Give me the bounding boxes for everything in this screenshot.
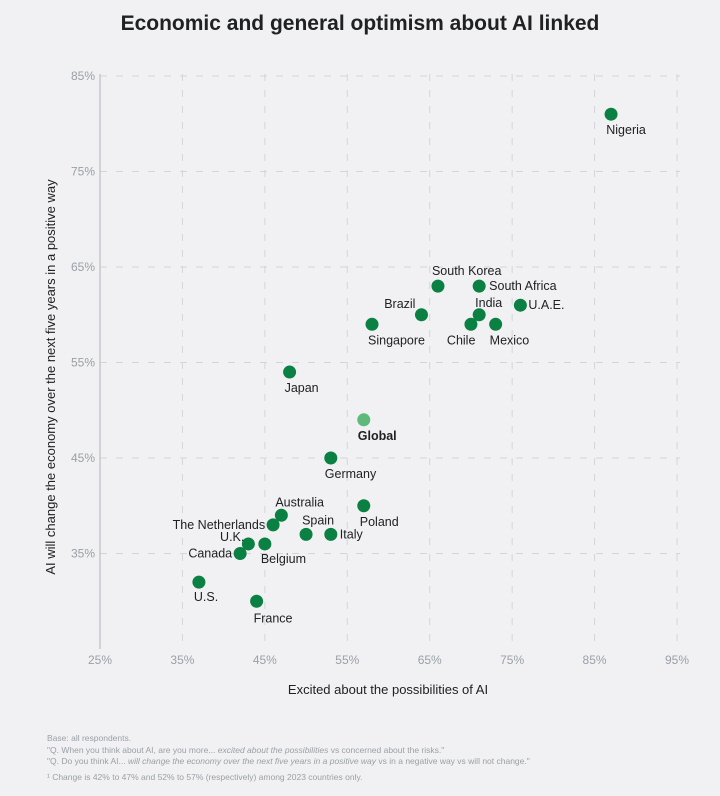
x-axis-label: Excited about the possibilities of AI [288, 682, 488, 697]
data-point: South Korea [431, 264, 501, 293]
x-tick-label: 75% [500, 653, 524, 667]
change-footnote: ¹ Change is 42% to 47% and 52% to 57% (r… [47, 771, 363, 782]
point-marker [357, 499, 371, 513]
point-marker [604, 107, 618, 121]
point-label: The Netherlands [173, 518, 265, 532]
footnotes: Base: all respondents. "Q. When you thin… [47, 733, 530, 783]
q1-prefix: "Q. When you think about AI, are you mor… [47, 744, 218, 755]
x-tick-label: 95% [665, 653, 689, 667]
point-marker [258, 537, 272, 551]
point-label: Japan [285, 381, 319, 395]
point-label: Spain [302, 513, 334, 527]
scatter-chart: 25% 35% 45% 55% 65% 75% 85% 95% 85% 75% 65% 55% 45% 3… [43, 69, 689, 697]
point-label: Italy [340, 527, 364, 541]
point-marker [266, 518, 280, 532]
point-label: U.A.E. [528, 298, 564, 312]
data-point: France [250, 594, 293, 625]
point-label: India [475, 296, 502, 310]
q2-suffix: vs in a negative way vs will not change.… [376, 756, 530, 766]
point-label: Poland [360, 515, 399, 529]
data-point: U.K. [220, 530, 255, 551]
point-marker [192, 575, 206, 589]
y-tick-label: 35% [71, 547, 95, 561]
point-marker [414, 308, 428, 322]
q2-italic: will change the economy over the next fi… [127, 756, 377, 766]
y-tick-label: 45% [71, 451, 95, 465]
point-label: France [254, 611, 293, 625]
point-marker [472, 308, 486, 322]
point-label: U.K. [220, 530, 244, 544]
question-1: "Q. When you think about AI, are you mor… [47, 745, 530, 757]
question-2: "Q. Do you think AI... will change the e… [47, 756, 530, 768]
point-marker [324, 527, 338, 541]
point-marker [324, 451, 338, 465]
data-point: Italy [324, 527, 363, 541]
point-label: Singapore [368, 333, 425, 347]
data-point: U.S. [192, 575, 218, 604]
data-point: Belgium [258, 537, 306, 566]
point-marker [299, 527, 313, 541]
y-tick-label: 85% [71, 69, 95, 83]
point-label: Germany [325, 467, 377, 481]
x-tick-label: 85% [583, 653, 607, 667]
data-point: Australia [274, 495, 324, 522]
base-note: Base: all respondents. [47, 733, 132, 743]
point-marker [357, 413, 371, 427]
point-label: South Africa [489, 279, 556, 293]
x-tick-label: 25% [88, 653, 112, 667]
data-point: India [472, 296, 502, 322]
point-marker [472, 279, 486, 293]
point-label: Canada [188, 547, 232, 561]
data-point: Japan [283, 365, 319, 395]
data-point: Poland [357, 499, 399, 529]
data-point: The Netherlands [173, 518, 280, 532]
data-point: Spain [299, 513, 334, 541]
data-point: Brazil [384, 297, 428, 322]
data-point: Mexico [489, 317, 530, 347]
point-label: Brazil [384, 297, 415, 311]
data-point: Chile [447, 317, 478, 347]
x-tick-label: 55% [335, 653, 359, 667]
chart-title: Economic and general optimism about AI l… [120, 12, 600, 35]
data-point: Germany [324, 451, 377, 481]
point-marker [365, 317, 379, 331]
point-label: U.S. [194, 590, 218, 604]
data-point: Singapore [365, 317, 425, 347]
point-label: Belgium [261, 552, 306, 566]
q2-prefix: "Q. Do you think AI... [47, 756, 128, 766]
x-tick-label: 65% [418, 653, 442, 667]
point-label: Global [358, 429, 397, 443]
point-marker [274, 508, 288, 522]
point-label: Chile [447, 333, 476, 347]
point-label: Mexico [490, 333, 530, 347]
point-marker [283, 365, 297, 379]
data-point: U.A.E. [513, 298, 565, 312]
point-marker [489, 317, 503, 331]
data-point: Nigeria [604, 107, 646, 137]
y-axis-label: AI will change the economy over the next… [43, 179, 58, 575]
y-tick-label: 65% [71, 260, 95, 274]
data-point: Global [357, 413, 397, 443]
point-marker [250, 594, 264, 608]
x-tick-label: 35% [170, 653, 194, 667]
y-tick-label: 55% [71, 356, 95, 370]
q1-suffix: vs concerned about the risks." [328, 744, 445, 755]
x-tick-label: 45% [253, 653, 277, 667]
q1-italic: excited about the possibilities [217, 744, 329, 755]
point-marker [513, 298, 527, 312]
point-marker [233, 547, 247, 560]
point-label: Nigeria [606, 123, 646, 137]
point-label: South Korea [432, 264, 502, 278]
point-label: Australia [275, 495, 324, 509]
point-marker [464, 317, 478, 331]
point-marker [241, 537, 255, 551]
data-point: South Africa [472, 279, 557, 293]
y-tick-label: 75% [71, 165, 95, 179]
point-marker [431, 279, 445, 293]
data-point: Canada [188, 547, 247, 561]
